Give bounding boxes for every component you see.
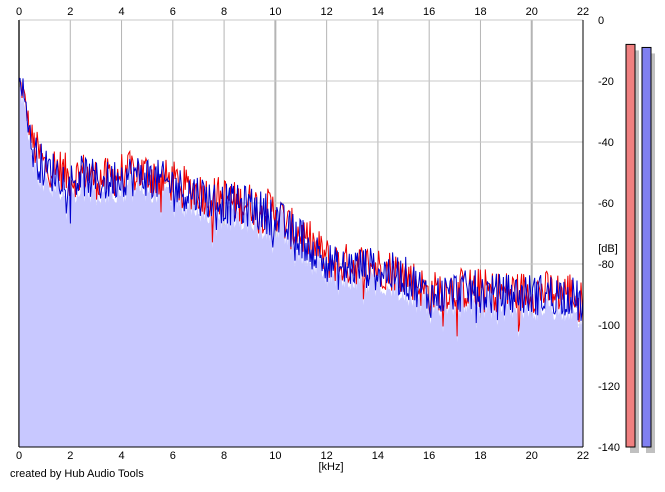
- tick-labels: 002244668810101212141416161818202022220-…: [16, 6, 620, 462]
- x-tick-label-bottom: 14: [372, 450, 384, 462]
- x-tick-label-bottom: 4: [118, 450, 124, 462]
- y-tick-label: -140: [598, 442, 620, 454]
- x-tick-label-top: 12: [321, 6, 333, 18]
- credit-text: created by Hub Audio Tools: [10, 468, 144, 480]
- y-axis-label: [dB]: [598, 243, 618, 255]
- x-tick-label-top: 6: [170, 6, 176, 18]
- x-tick-label-bottom: 8: [221, 450, 227, 462]
- x-tick-label-bottom: 10: [269, 450, 281, 462]
- x-tick-label-top: 22: [577, 6, 589, 18]
- series-layer: [18, 77, 584, 337]
- series-line-right-channel: [18, 77, 584, 324]
- x-tick-label-top: 18: [474, 6, 486, 18]
- x-tick-label-bottom: 16: [423, 450, 435, 462]
- x-tick-label-bottom: 22: [577, 450, 589, 462]
- x-tick-label-top: 14: [372, 6, 384, 18]
- spectrum-area: [19, 86, 583, 448]
- x-tick-label-bottom: 20: [526, 450, 538, 462]
- y-tick-label: -100: [598, 320, 620, 332]
- axes: [18, 20, 584, 448]
- x-tick-label-top: 10: [269, 6, 281, 18]
- x-tick-label-top: 16: [423, 6, 435, 18]
- y-tick-label: -120: [598, 381, 620, 393]
- x-tick-label-bottom: 18: [474, 450, 486, 462]
- x-tick-label-top: 2: [67, 6, 73, 18]
- right-level-meter: [641, 46, 652, 448]
- level-meters: [625, 43, 655, 454]
- x-tick-label-top: 20: [526, 6, 538, 18]
- y-tick-label: -40: [598, 137, 614, 149]
- x-tick-label-bottom: 12: [321, 450, 333, 462]
- x-tick-label-bottom: 0: [16, 450, 22, 462]
- x-tick-label-top: 4: [118, 6, 124, 18]
- x-tick-label-bottom: 2: [67, 450, 73, 462]
- x-axis-label: [kHz]: [318, 461, 343, 473]
- x-tick-label-top: 8: [221, 6, 227, 18]
- left-level-meter: [625, 43, 636, 448]
- y-tick-label: -20: [598, 76, 614, 88]
- y-tick-label: -80: [598, 259, 614, 271]
- spectrum-fill: [19, 86, 583, 448]
- x-tick-label-bottom: 6: [170, 450, 176, 462]
- y-tick-label: 0: [598, 15, 604, 27]
- x-tick-label-top: 0: [16, 6, 22, 18]
- y-tick-label: -60: [598, 198, 614, 210]
